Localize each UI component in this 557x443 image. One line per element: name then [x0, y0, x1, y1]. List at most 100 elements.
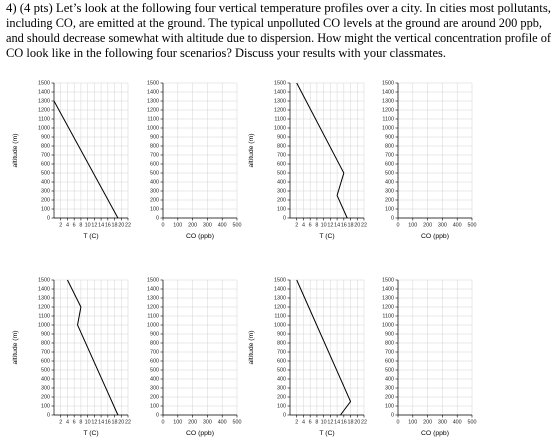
y-tick-label: 1400: [274, 89, 286, 95]
profile-line: [53, 100, 119, 219]
x-tick-label: 10: [85, 222, 91, 228]
y-tick-label: 1500: [147, 277, 159, 283]
y-tick-label: 800: [385, 340, 394, 346]
x-axis-label: CO (ppb): [186, 430, 214, 437]
y-tick-label: 900: [150, 331, 159, 337]
x-tick-label: 6: [73, 222, 76, 228]
x-axis-label: CO (ppb): [186, 233, 214, 240]
y-tick-label: 200: [385, 197, 394, 203]
x-tick-label: 22: [361, 419, 367, 425]
y-tick-label: 1000: [147, 125, 159, 131]
y-tick-label: 1300: [38, 295, 50, 301]
y-tick-label: 1400: [147, 286, 159, 292]
y-tick-label: 1500: [38, 277, 50, 283]
y-tick-label: 1200: [382, 304, 394, 310]
y-tick-label: 100: [41, 403, 50, 409]
y-tick-label: 1400: [382, 286, 394, 292]
y-tick-label: 1100: [274, 313, 286, 319]
question-line: and should decrease somewhat with altitu…: [6, 31, 552, 45]
x-tick-label: 300: [438, 222, 447, 228]
x-tick-label: 18: [348, 222, 354, 228]
x-tick-label: 100: [408, 419, 417, 425]
x-tick-label: 200: [423, 419, 432, 425]
x-tick-label: 100: [173, 222, 182, 228]
y-tick-label: 1100: [382, 313, 394, 319]
y-tick-label: 700: [277, 349, 286, 355]
y-tick-label: 100: [41, 206, 50, 212]
y-tick-label: 600: [41, 358, 50, 364]
x-tick-label: 500: [233, 419, 242, 425]
x-tick-label: 400: [453, 419, 462, 425]
y-tick-label: 900: [385, 134, 394, 140]
y-tick-label: 700: [385, 152, 394, 158]
x-tick-label: 6: [73, 419, 76, 425]
y-tick-label: 200: [277, 197, 286, 203]
y-tick-label: 1100: [382, 116, 394, 122]
y-tick-label: 900: [385, 331, 394, 337]
x-tick-label: 12: [327, 419, 333, 425]
x-axis-label: CO (ppb): [421, 430, 449, 437]
y-axis-label: altitude (m): [248, 331, 255, 365]
x-tick-label: 14: [334, 222, 340, 228]
x-axis-label: T (C): [83, 430, 98, 437]
y-axis-label: altitude (m): [12, 134, 19, 168]
y-tick-label: 0: [283, 412, 286, 418]
profile-line: [296, 82, 348, 219]
x-tick-label: 400: [218, 419, 227, 425]
y-tick-label: 1400: [38, 286, 50, 292]
y-tick-label: 0: [391, 215, 394, 221]
y-tick-label: 500: [150, 170, 159, 176]
x-tick-label: 22: [125, 222, 131, 228]
x-tick-label: 400: [453, 222, 462, 228]
y-tick-label: 200: [41, 394, 50, 400]
y-tick-label: 1100: [274, 116, 286, 122]
y-tick-label: 1200: [38, 107, 50, 113]
x-tick-label: 20: [354, 419, 360, 425]
y-tick-label: 900: [41, 134, 50, 140]
x-tick-label: 200: [188, 222, 197, 228]
y-tick-label: 600: [385, 161, 394, 167]
y-tick-label: 800: [277, 143, 286, 149]
x-axis-label: T (C): [83, 233, 98, 240]
x-tick-label: 10: [85, 419, 91, 425]
y-tick-label: 1000: [38, 322, 50, 328]
y-tick-label: 400: [385, 179, 394, 185]
y-tick-label: 1300: [147, 295, 159, 301]
y-tick-label: 100: [385, 206, 394, 212]
y-tick-label: 900: [277, 331, 286, 337]
y-tick-label: 800: [41, 340, 50, 346]
x-tick-label: 4: [66, 419, 69, 425]
x-tick-label: 0: [162, 222, 165, 228]
y-tick-label: 1000: [382, 322, 394, 328]
y-tick-label: 1200: [147, 304, 159, 310]
x-tick-label: 14: [98, 222, 104, 228]
y-tick-label: 500: [150, 367, 159, 373]
question-line: 4) (4 pts) Let’s look at the following f…: [6, 1, 551, 15]
y-tick-label: 400: [150, 376, 159, 382]
y-tick-label: 500: [277, 367, 286, 373]
x-tick-label: 100: [173, 419, 182, 425]
y-tick-label: 700: [150, 349, 159, 355]
y-tick-label: 500: [385, 170, 394, 176]
y-tick-label: 900: [41, 331, 50, 337]
x-tick-label: 400: [218, 222, 227, 228]
y-tick-label: 1500: [274, 277, 286, 283]
y-tick-label: 1000: [147, 322, 159, 328]
y-tick-label: 300: [41, 385, 50, 391]
x-tick-label: 0: [397, 419, 400, 425]
y-tick-label: 0: [156, 412, 159, 418]
y-tick-label: 1200: [274, 107, 286, 113]
y-tick-label: 1100: [38, 313, 50, 319]
question-line: CO look like in the following four scena…: [6, 46, 446, 60]
x-tick-label: 100: [408, 222, 417, 228]
y-tick-label: 200: [41, 197, 50, 203]
y-tick-label: 500: [41, 170, 50, 176]
y-tick-label: 300: [385, 385, 394, 391]
y-tick-label: 700: [41, 152, 50, 158]
y-tick-label: 400: [41, 376, 50, 382]
profile-line: [296, 279, 352, 416]
x-axis-label: T (C): [319, 430, 334, 437]
x-tick-label: 500: [468, 222, 477, 228]
y-tick-label: 300: [41, 188, 50, 194]
y-tick-label: 600: [150, 358, 159, 364]
